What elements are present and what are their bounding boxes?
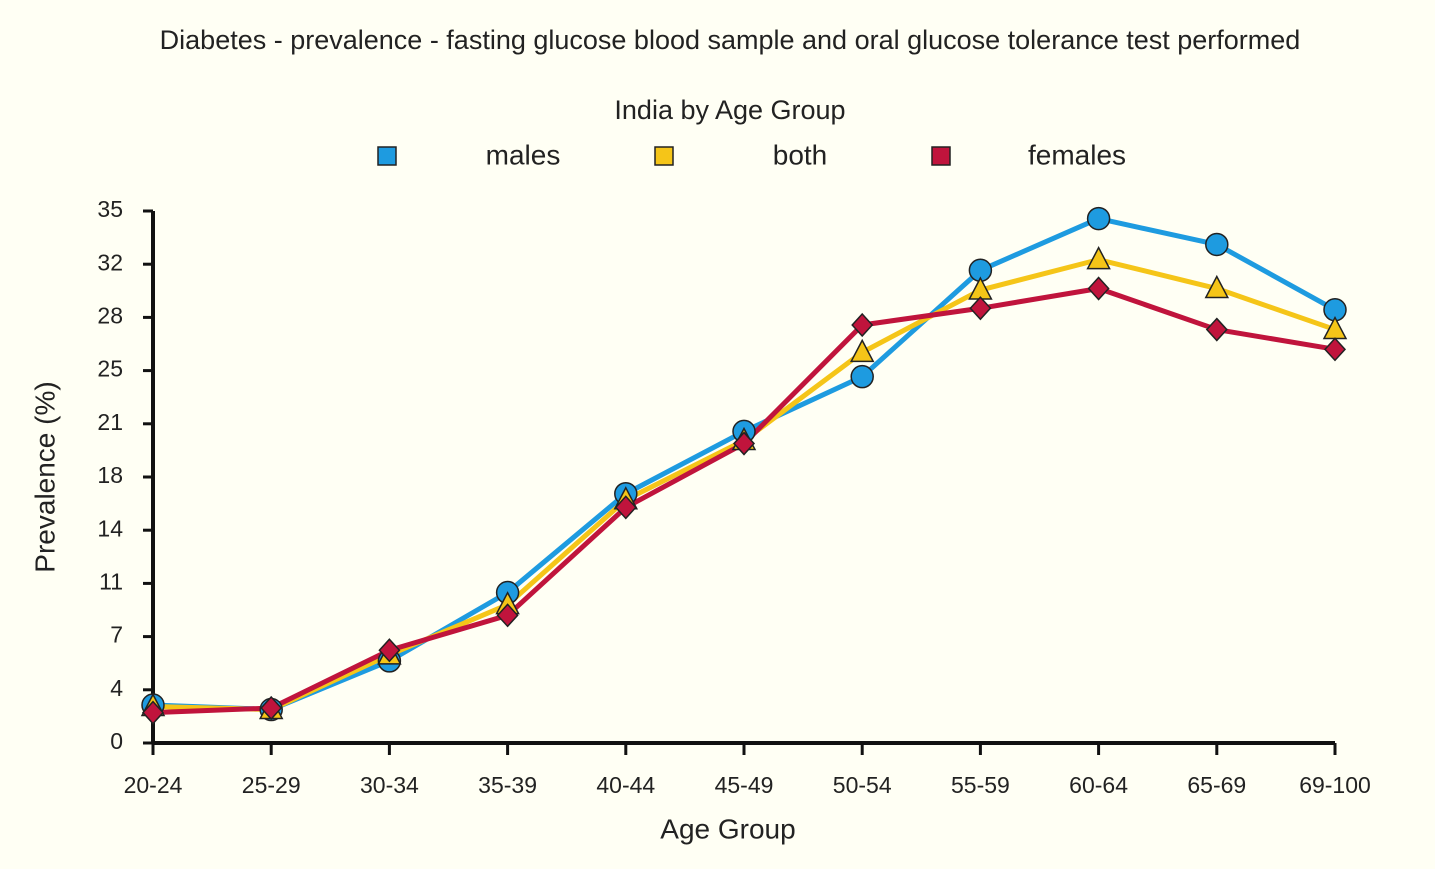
point — [1086, 206, 1111, 231]
point — [850, 364, 874, 389]
legend-swatch — [377, 146, 397, 166]
legend-swatch — [931, 146, 951, 166]
series-line — [152, 257, 1336, 713]
y-tick-label: 11 — [99, 568, 123, 594]
x-tick-label: 55-59 — [951, 772, 1010, 798]
point — [378, 638, 401, 663]
point — [1204, 274, 1230, 299]
x-tick-label: 30-34 — [360, 772, 419, 798]
x-tick-label: 45-49 — [715, 772, 774, 798]
y-tick-label: 4 — [110, 675, 123, 701]
y-tick-label: 28 — [97, 302, 123, 328]
x-tick-label: 40-44 — [596, 772, 655, 798]
legend-label: females — [1028, 139, 1126, 170]
point — [496, 603, 519, 628]
x-tick-label: 65-69 — [1187, 772, 1246, 798]
x-axis-label: Age Group — [660, 813, 795, 844]
x-tick-label: 35-39 — [478, 772, 537, 798]
x-tick-label: 25-29 — [242, 772, 301, 798]
point — [849, 338, 875, 363]
series-line — [152, 286, 1336, 716]
point — [141, 700, 165, 725]
y-tick-label: 32 — [97, 249, 123, 275]
x-tick-label: 50-54 — [833, 772, 892, 798]
point — [1205, 317, 1228, 342]
y-tick-label: 7 — [110, 622, 123, 648]
point — [969, 296, 992, 321]
y-tick-label: 25 — [97, 356, 123, 382]
x-tick-label: 60-64 — [1069, 772, 1128, 798]
point — [260, 695, 283, 721]
point — [1323, 337, 1347, 362]
point — [1086, 246, 1111, 270]
y-tick-label: 0 — [110, 728, 123, 754]
y-tick-label: 21 — [97, 409, 123, 435]
point — [1205, 232, 1229, 257]
legend-swatch — [654, 146, 674, 166]
chart-subtitle: India by Age Group — [614, 95, 846, 125]
point — [614, 495, 637, 520]
point — [732, 431, 756, 456]
y-axis-label: Prevalence (%) — [29, 381, 60, 572]
chart-title: Diabetes - prevalence - fasting glucose … — [159, 25, 1301, 55]
point — [1087, 276, 1110, 301]
legend-label: both — [773, 139, 828, 170]
series-line — [152, 216, 1337, 713]
point — [851, 312, 874, 338]
x-tick-label: 69-100 — [1299, 772, 1371, 798]
legend-label: males — [486, 139, 561, 170]
y-tick-label: 35 — [97, 196, 123, 222]
x-tick-label: 20-24 — [124, 772, 183, 798]
y-tick-label: 14 — [97, 515, 123, 541]
y-tick-label: 18 — [97, 462, 123, 488]
